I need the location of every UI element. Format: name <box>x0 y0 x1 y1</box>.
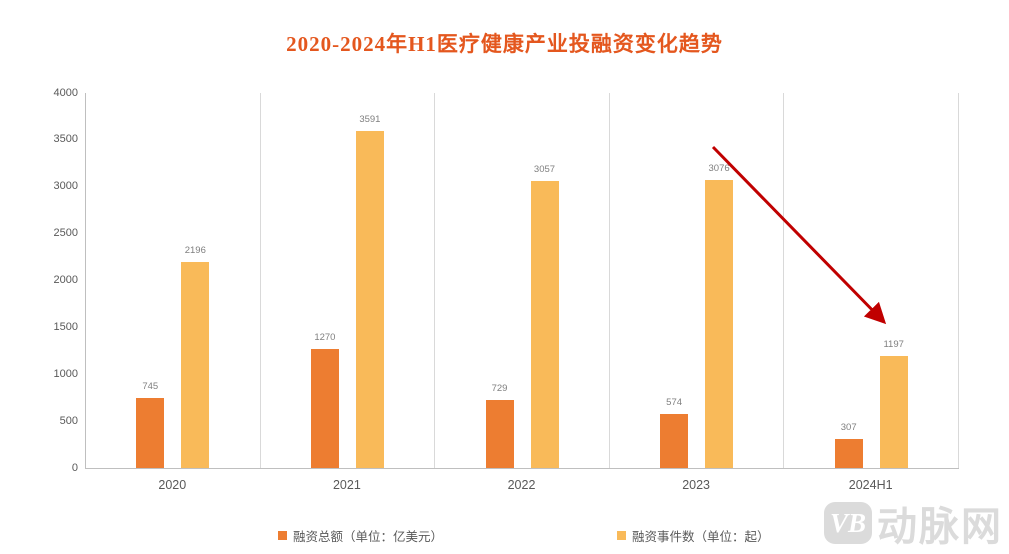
bar-amount-2020 <box>136 398 165 468</box>
bar-amount-2021 <box>310 348 339 468</box>
legend-item-financing-events: 融资事件数（单位：起） <box>617 526 770 545</box>
category-separator-line <box>958 93 959 468</box>
category-separator-line <box>783 93 785 468</box>
legend-swatch-financing-amount <box>278 531 287 540</box>
legend-label-financing-amount: 融资总额（单位：亿美元） <box>293 530 444 544</box>
x-axis-label-2024H1: 2024H1 <box>848 478 893 492</box>
bar-amount-2023 <box>660 414 689 468</box>
bar-events-2020 <box>181 262 210 468</box>
value-label-events-2023: 3076 <box>708 162 730 174</box>
category-separator-line <box>608 93 610 468</box>
legend-swatch-financing-events <box>617 531 626 540</box>
bar-amount-2024H1 <box>834 439 863 468</box>
value-label-events-2020: 2196 <box>184 245 206 257</box>
vb-logo-icon: VB <box>824 502 872 544</box>
y-axis-tick-4000: 4000 <box>53 86 78 99</box>
y-axis-line <box>85 93 86 468</box>
bar-events-2024H1 <box>879 355 908 468</box>
x-axis-line <box>85 468 959 469</box>
y-axis-tick-1000: 1000 <box>53 367 78 380</box>
chart-title: 2020-2024年H1医疗健康产业投融资变化趋势 <box>286 32 723 56</box>
vbdata-watermark: VB 动脉网 <box>824 494 1003 552</box>
value-label-amount-2020: 745 <box>142 381 159 393</box>
value-label-events-2021: 3591 <box>359 114 381 126</box>
bar-events-2021 <box>355 131 384 468</box>
x-axis-label-2021: 2021 <box>332 478 361 492</box>
value-label-amount-2022: 729 <box>491 382 508 394</box>
category-separator-line <box>434 93 436 468</box>
y-axis-tick-3000: 3000 <box>53 180 78 193</box>
y-axis-tick-500: 500 <box>59 414 78 427</box>
value-label-events-2022: 3057 <box>533 164 556 176</box>
value-label-events-2024H1: 1197 <box>883 338 904 350</box>
x-axis-label-2023: 2023 <box>682 478 710 492</box>
y-axis-tick-3500: 3500 <box>53 133 78 146</box>
x-axis-label-2022: 2022 <box>507 478 536 492</box>
y-axis-tick-2500: 2500 <box>53 227 78 240</box>
y-axis-tick-0: 0 <box>71 461 78 474</box>
value-label-amount-2021: 1270 <box>314 331 336 343</box>
bar-events-2022 <box>530 181 559 468</box>
category-separator-line <box>259 93 261 468</box>
y-axis-tick-1500: 1500 <box>53 320 78 333</box>
x-axis-label-2020: 2020 <box>158 478 187 492</box>
bar-events-2023 <box>705 179 734 468</box>
legend-label-financing-events: 融资事件数（单位：起） <box>632 530 770 544</box>
y-axis-tick-2000: 2000 <box>53 274 78 286</box>
watermark-brand-text: 动脉网 <box>877 505 1003 549</box>
bar-amount-2022 <box>485 399 514 468</box>
legend-item-financing-amount: 融资总额（单位：亿美元） <box>278 526 443 545</box>
value-label-amount-2023: 574 <box>666 397 683 409</box>
value-label-amount-2024H1: 307 <box>840 422 857 434</box>
